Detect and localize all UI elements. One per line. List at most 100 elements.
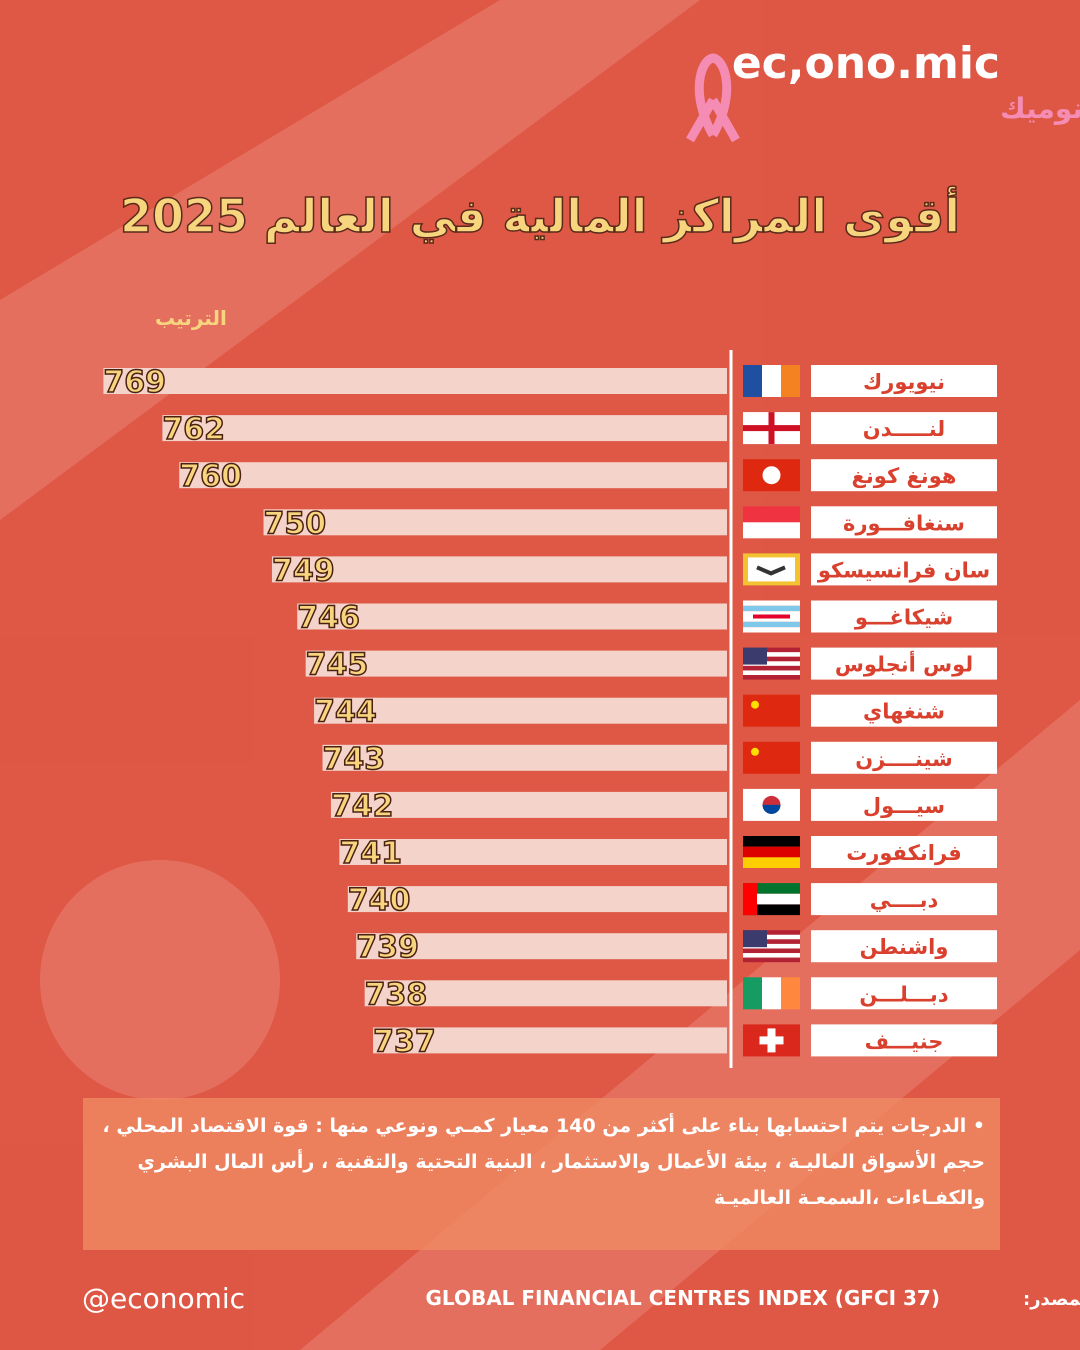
name-box	[811, 836, 997, 868]
flag-part	[743, 836, 800, 847]
flag-part	[753, 614, 790, 619]
flag-part	[743, 957, 800, 963]
category-label: دبــــي	[870, 888, 939, 912]
flag-part	[743, 934, 800, 940]
flag-part	[743, 621, 800, 628]
flag	[743, 365, 800, 397]
name-box	[811, 553, 997, 586]
flag	[743, 883, 800, 916]
value-label: 743	[323, 742, 386, 777]
name-box	[811, 741, 997, 774]
name-box	[811, 647, 997, 680]
bar	[322, 744, 727, 771]
bar	[364, 980, 727, 1007]
flag	[743, 412, 800, 445]
category-label: هونغ كونغ	[852, 464, 957, 488]
value-label: 760	[179, 459, 242, 494]
flag-part	[751, 700, 759, 709]
value-label: 740	[348, 883, 411, 918]
value-label: 741	[339, 836, 402, 871]
flag	[743, 741, 800, 774]
name-box	[811, 883, 997, 916]
bar	[347, 886, 727, 913]
name-box	[811, 788, 997, 821]
name-box	[811, 1024, 997, 1057]
flag-part	[743, 939, 800, 944]
flag	[743, 553, 800, 586]
category-label: سنغافـــورة	[843, 511, 965, 535]
bar	[103, 368, 728, 394]
flag-part	[743, 611, 800, 617]
flag-part	[781, 365, 800, 397]
chart-title: أقوى المراكز المالية في العالم 2025	[120, 186, 960, 243]
flag-part	[743, 675, 800, 680]
category-label: دبـــلـــن	[859, 982, 948, 1006]
flag-part	[743, 647, 767, 665]
bar	[179, 462, 727, 489]
category-label: فرانكفورت	[846, 841, 962, 865]
flag-part	[743, 522, 800, 539]
category-label: لنـــــدن	[863, 417, 945, 441]
flag-part	[762, 977, 781, 1010]
flag	[743, 930, 800, 963]
bar	[356, 933, 727, 960]
bar	[330, 791, 727, 818]
name-box	[811, 459, 997, 492]
value-label: 742	[331, 789, 394, 824]
value-label: 738	[365, 977, 428, 1012]
flag	[743, 647, 800, 680]
flag-part	[759, 1036, 784, 1045]
flag-part	[762, 466, 781, 485]
flag	[743, 694, 800, 727]
flag-part	[751, 747, 759, 756]
name-box	[811, 694, 997, 727]
flag-part	[743, 627, 800, 633]
flag-part	[743, 694, 800, 727]
flag-part	[743, 600, 800, 606]
category-label: شنغهاي	[863, 700, 945, 725]
value-label: 749	[272, 553, 335, 588]
value-label: 769	[103, 365, 166, 400]
value-label: 739	[356, 930, 419, 965]
bar	[305, 650, 727, 677]
flag-part	[743, 930, 800, 935]
source: GLOBAL FINANCIAL CENTRES INDEX (GFCI 37)	[426, 1286, 941, 1310]
bar	[297, 603, 727, 630]
flag-part	[743, 977, 762, 1010]
flag-part	[743, 846, 800, 858]
ribbon-logo	[686, 53, 740, 143]
category-label: سان فرانسيسكو	[817, 558, 990, 582]
flag-part	[743, 665, 800, 671]
brand-arabic: إيكونوميك	[1000, 92, 1080, 126]
flag-part	[743, 883, 757, 916]
value-label: 737	[373, 1024, 436, 1059]
bar	[373, 1027, 727, 1054]
value-label: 744	[314, 695, 377, 730]
flag-part	[743, 893, 800, 905]
flag-part	[743, 883, 800, 894]
flag	[743, 459, 800, 492]
name-box	[811, 412, 997, 445]
name-box	[811, 600, 997, 633]
flag-part	[743, 647, 800, 653]
name-box	[811, 365, 997, 397]
category-label: سيـــول	[863, 794, 945, 818]
flag	[743, 977, 800, 1010]
flag-part	[743, 605, 800, 612]
category-label: شيكاغـــو	[854, 606, 953, 630]
category-label: لوس أنجلوس	[835, 650, 973, 677]
category-label: نيويورك	[863, 370, 945, 394]
handle: @economic	[82, 1282, 245, 1315]
flag-part	[743, 741, 800, 774]
bar	[271, 556, 727, 583]
value-label: 750	[264, 506, 327, 541]
flag-part	[743, 904, 800, 916]
bar	[263, 509, 727, 536]
note: • الدرجات يتم احتسابها بناء على أكثر من …	[83, 1098, 1000, 1250]
flag-part	[743, 365, 762, 397]
flag	[743, 506, 800, 539]
bar	[339, 839, 727, 865]
name-box	[811, 930, 997, 963]
